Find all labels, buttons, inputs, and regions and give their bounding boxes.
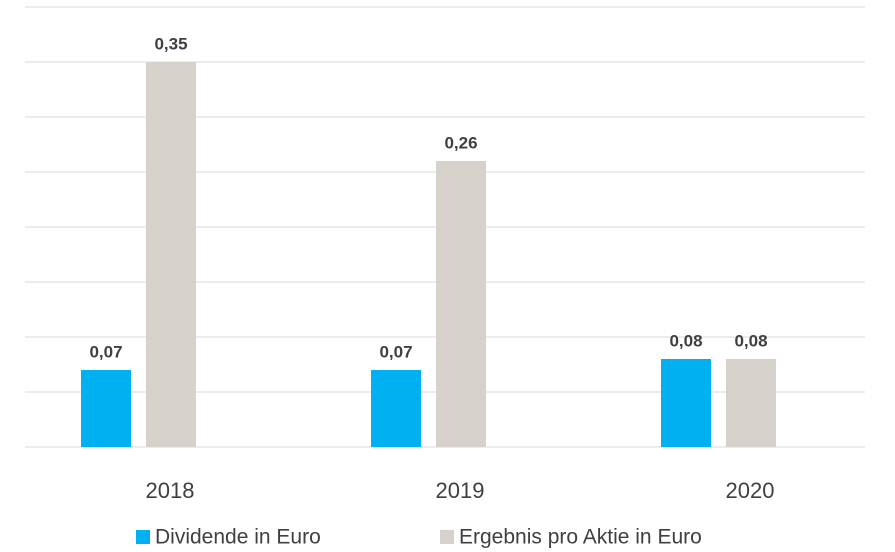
- bar: [146, 62, 196, 447]
- data-label: 0,07: [89, 342, 122, 361]
- bar: [81, 370, 131, 447]
- legend-label: Dividende in Euro: [155, 526, 321, 549]
- data-label: 0,08: [669, 331, 702, 350]
- x-tick-label: 2018: [146, 478, 195, 503]
- x-tick-label: 2019: [436, 478, 485, 503]
- bar: [436, 161, 486, 447]
- x-tick-label: 2020: [726, 478, 775, 503]
- data-label: 0,07: [379, 342, 412, 361]
- data-label: 0,26: [444, 133, 477, 152]
- legend-swatch: [440, 530, 454, 544]
- legend-swatch: [136, 530, 150, 544]
- data-label: 0,35: [154, 34, 187, 53]
- data-label: 0,08: [734, 331, 767, 350]
- bar: [661, 359, 711, 447]
- legend-label: Ergebnis pro Aktie in Euro: [459, 526, 702, 549]
- bar: [726, 359, 776, 447]
- bar: [371, 370, 421, 447]
